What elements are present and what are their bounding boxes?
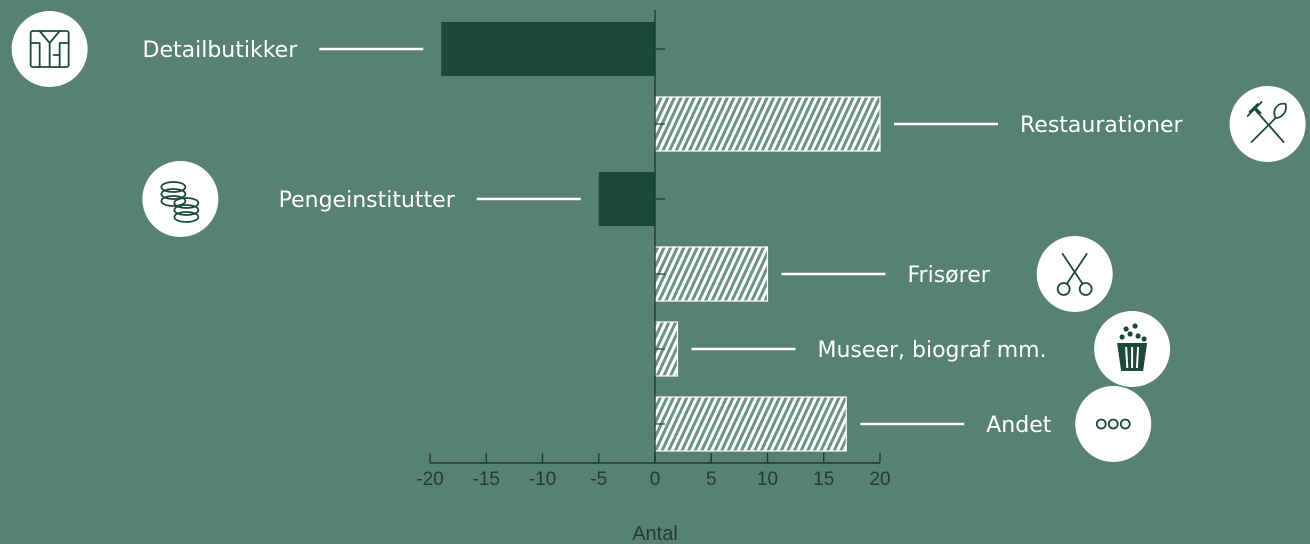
category-label: Restaurationer [1020,113,1184,138]
category-label: Detailbutikker [143,38,299,63]
popcorn-icon [1094,311,1171,387]
bar-positive [654,396,847,452]
coins-icon [142,161,219,237]
category-label: Frisører [908,263,991,288]
x-tick-label: 5 [706,469,717,490]
bars-layer [441,22,881,452]
x-tick-label: -5 [590,469,607,490]
bar-negative [441,22,655,76]
bar-positive [654,246,769,302]
category-label: Museer, biograf mm. [818,338,1047,363]
bar-positive [654,96,881,152]
more-dots-icon [1075,386,1152,462]
category-labels: Detailbutikker Restaurationer Pengeinstitu… [143,38,1184,438]
x-tick-label: -10 [529,469,556,490]
x-tick-label: -20 [416,469,443,490]
x-tick-label: 10 [757,469,778,490]
x-tick-label: 15 [813,469,834,490]
x-axis-title: Antal [632,523,678,544]
shirt-icon [11,11,88,87]
x-tick-label: 20 [869,469,890,490]
bar-negative [598,172,655,226]
x-tick-label: -15 [473,469,500,490]
category-label: Andet [986,413,1051,438]
x-tick-label: 0 [650,469,661,490]
cutlery-icon [1229,86,1306,162]
category-icons [11,11,1306,462]
x-axis: -20 -15 -10 -5 0 5 10 15 20 [416,10,891,490]
category-label: Pengeinstitutter [279,188,456,213]
scissors-icon [1036,236,1113,312]
